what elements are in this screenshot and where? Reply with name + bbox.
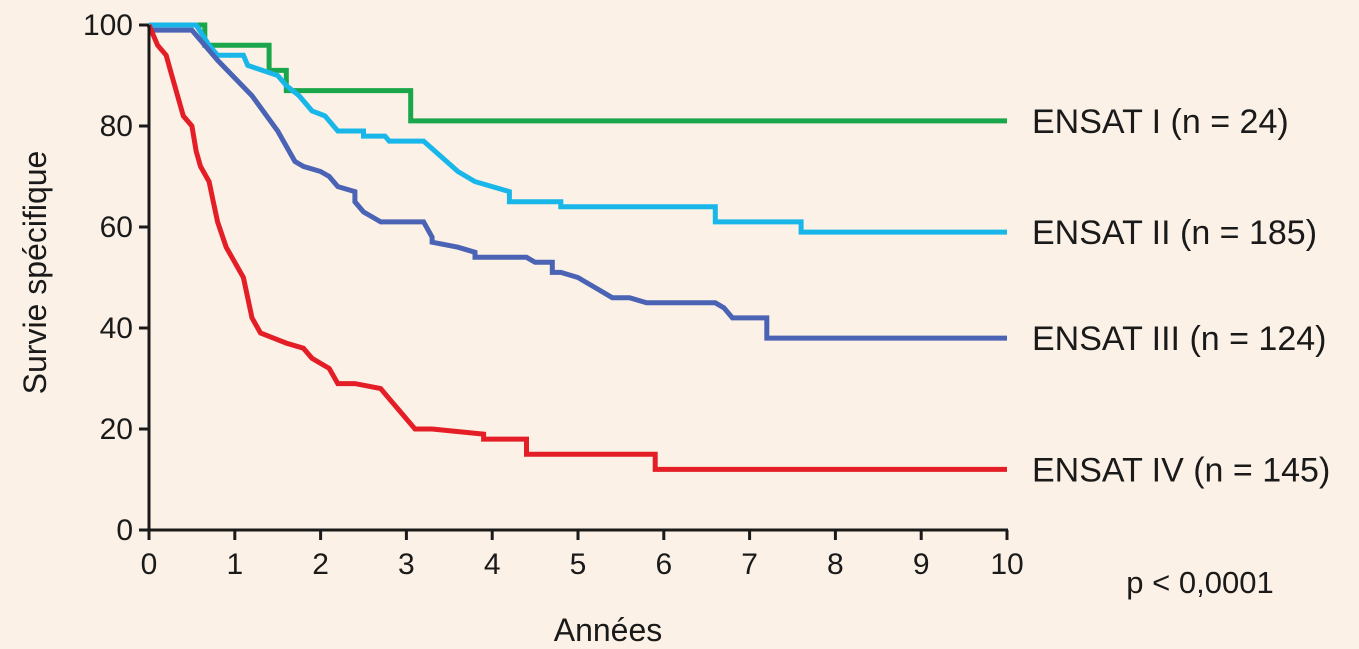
x-tick-label: 8 [827, 548, 844, 581]
x-tick-label: 2 [312, 548, 329, 581]
x-tick-label: 6 [655, 548, 672, 581]
x-tick-label: 4 [484, 548, 501, 581]
p-value-annotation: p < 0,0001 [1126, 565, 1273, 600]
x-tick-label: 3 [398, 548, 415, 581]
x-tick-label: 5 [570, 548, 587, 581]
y-tick-label: 40 [100, 312, 133, 345]
series-layer [146, 22, 1007, 472]
labels-layer: ENSAT I (n = 24) ENSAT II (n = 185) ENSAT … [1032, 103, 1330, 489]
y-tick-label: 60 [100, 211, 133, 244]
x-tick-label: 7 [741, 548, 758, 581]
series-line-4 [146, 24, 1007, 472]
series-line-3 [149, 27, 1007, 341]
x-tick-label: 1 [226, 548, 243, 581]
series-label-2: ENSAT II (n = 185) [1032, 214, 1317, 252]
y-tick-label: 0 [116, 514, 133, 547]
x-axis-title: Années [554, 612, 663, 648]
series-label-4: ENSAT IV (n = 145) [1032, 451, 1330, 489]
y-tick-label: 20 [100, 413, 133, 446]
series-label-1: ENSAT I (n = 24) [1032, 103, 1289, 141]
y-tick-label: 80 [100, 110, 133, 143]
series-line-2 [149, 22, 1007, 235]
x-tick-label: 10 [990, 548, 1023, 581]
series-label-3: ENSAT III (n = 124) [1032, 320, 1326, 358]
x-tick-label: 0 [141, 548, 158, 581]
x-tick-label: 9 [913, 548, 930, 581]
y-axis-title: Survie spécifique [17, 151, 53, 395]
y-tick-label: 100 [83, 9, 133, 42]
